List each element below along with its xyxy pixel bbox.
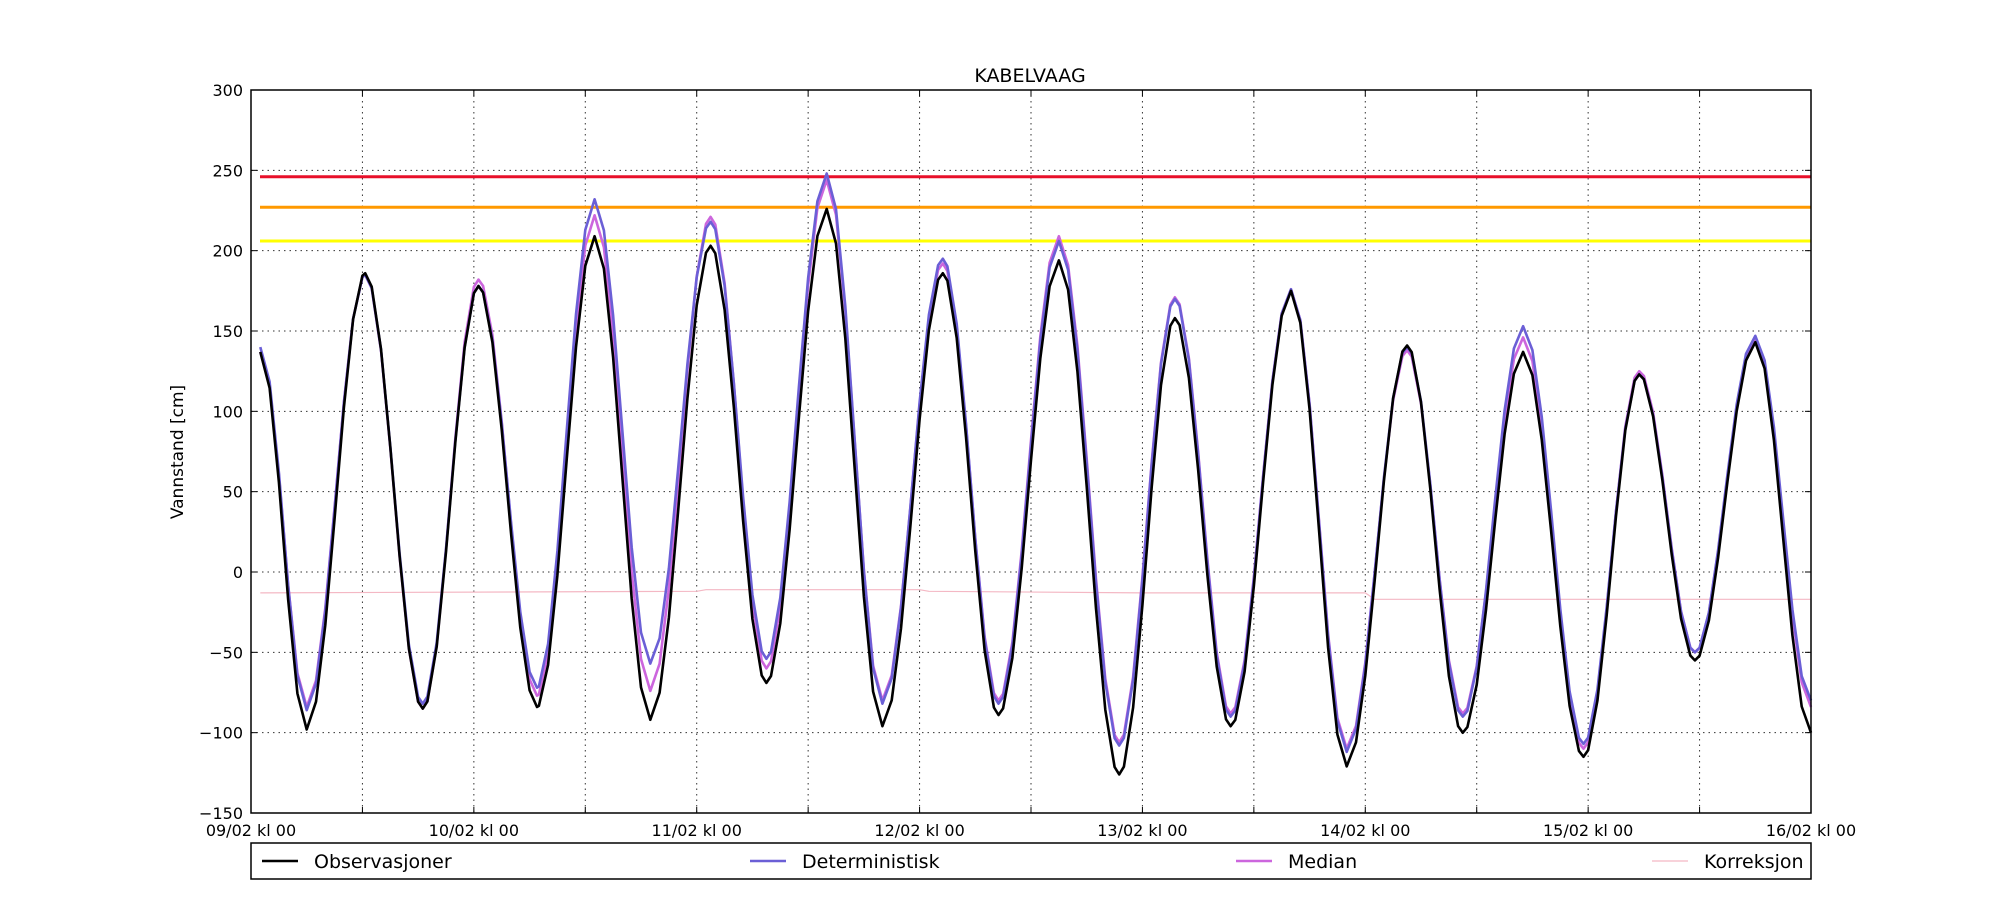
series-line-det <box>259 172 1813 754</box>
y-axis-label: Vannstand [cm] <box>168 385 188 519</box>
legend: Observasjoner Deterministisk Median Korreks… <box>250 842 1812 880</box>
tick-layer: −150 −100 −50 0 50 100 150 200 250 300 09/02 kl 00… <box>199 81 1856 840</box>
y-tick-label: 300 <box>212 81 243 100</box>
y-tick-label: 50 <box>223 483 243 502</box>
y-tick-label: 150 <box>212 322 243 341</box>
legend-label-det: Deterministisk <box>802 851 940 873</box>
x-tick-label: 10/02 kl 00 <box>429 821 519 840</box>
series-layer <box>259 172 1813 776</box>
y-tick-label: 200 <box>212 242 243 261</box>
y-tick-label: 0 <box>233 563 243 582</box>
chart-title: KABELVAAG <box>974 65 1085 87</box>
y-tick-label: −150 <box>199 804 243 823</box>
grid-layer <box>251 90 1811 813</box>
legend-label-med: Median <box>1288 851 1357 873</box>
legend-box <box>250 842 1812 880</box>
threshold-layer <box>260 175 1811 243</box>
legend-label-kor: Korreksjon <box>1704 851 1804 873</box>
y-tick-label: 250 <box>212 161 243 180</box>
x-tick-label: 16/02 kl 00 <box>1766 821 1856 840</box>
legend-label-obs: Observasjoner <box>314 851 452 873</box>
series-line-kor <box>260 589 1811 600</box>
x-tick-label: 15/02 kl 00 <box>1543 821 1633 840</box>
x-tick-label: 09/02 kl 00 <box>206 821 296 840</box>
x-tick-label: 12/02 kl 00 <box>874 821 964 840</box>
x-tick-label: 14/02 kl 00 <box>1320 821 1410 840</box>
series-line-med <box>259 178 1813 750</box>
y-tick-label: −50 <box>209 643 243 662</box>
x-tick-label: 11/02 kl 00 <box>652 821 742 840</box>
y-tick-label: 100 <box>212 402 243 421</box>
series-line-obs <box>259 207 1813 776</box>
x-tick-label: 13/02 kl 00 <box>1097 821 1187 840</box>
y-tick-label: −100 <box>199 724 243 743</box>
